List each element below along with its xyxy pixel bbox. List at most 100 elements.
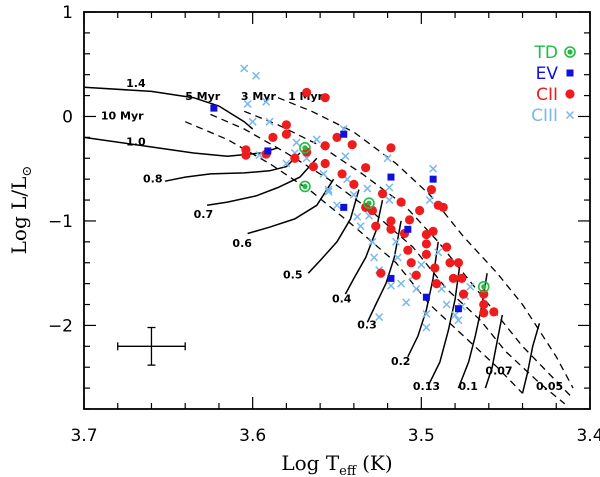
data-point-ciii [370,253,379,262]
mass-track-label: 0.6 [232,237,252,250]
y-tick-label: −2 [48,316,73,336]
data-point-ciii [442,300,451,309]
data-point-cii [428,226,438,236]
data-point-ciii [385,196,394,205]
data-point-ciii [397,279,406,288]
data-point-cii [411,270,421,280]
data-point-ciii [429,164,438,173]
mass-track-label: 0.1 [458,380,478,393]
mass-tracks [83,86,541,394]
legend-label-ev: EV [536,64,559,84]
data-point-ciii [417,260,426,269]
data-point-td [363,197,375,209]
mass-track-curve [83,86,254,130]
data-point-cii [376,268,386,278]
data-point-cii [489,307,499,317]
data-point-ciii [422,309,431,318]
mass-track-label: 1.4 [126,77,146,90]
y-axis-title: Log L/L⊙ [7,166,35,255]
legend-marker-cii [565,89,575,99]
data-point-cii [438,202,448,212]
data-point-ciii [454,316,463,325]
data-point-cii [430,263,440,273]
isochrones [184,97,574,405]
mass-track-curve [484,314,504,389]
data-point-ciii [312,135,321,144]
data-point-ciii [385,183,394,192]
series-ciii [240,64,475,332]
data-point-cii [404,215,415,225]
data-point-td [477,280,490,293]
data-point-ciii [402,298,411,307]
data-point-ev [340,203,348,211]
data-point-cii [457,273,467,284]
data-point-ciii [383,154,392,163]
data-point-cii [479,308,489,318]
data-point-cii [290,153,300,163]
tick-labels: 3.7 3.6 3.5 3.4 1 0 −1 −2 [48,3,600,446]
data-point-ev [387,274,395,282]
mass-track-curve [164,152,301,182]
mass-track-label: 0.8 [143,172,163,185]
data-point-cii [403,245,413,255]
plot-frame [83,11,591,410]
data-point-td [299,142,311,154]
mass-track-curve [307,189,360,274]
data-point-cii [241,150,251,160]
mass-track-curve [427,262,461,387]
data-point-cii [386,143,396,153]
data-point-cii [386,224,396,234]
data-point-cii [320,158,330,169]
mass-track-label: 0.5 [283,268,303,281]
data-point-cii [442,242,452,252]
data-point-ciii [375,313,384,322]
x-tick-label: 3.4 [576,426,600,446]
data-point-cii [377,189,388,199]
data-point-ev [340,130,348,138]
data-point-ciii [451,310,460,320]
mass-track-curve [521,323,541,394]
data-points [210,64,499,332]
data-point-ciii [292,138,301,147]
data-point-cii [320,93,330,103]
mass-track-label: 0.7 [194,208,214,221]
data-point-cii [371,221,381,231]
data-point-ciii [434,248,443,257]
data-point-cii [448,273,458,284]
data-point-ciii [319,169,328,178]
x-tick-label: 3.6 [239,426,266,446]
data-point-ciii [368,237,377,246]
data-point-ciii [412,284,421,293]
data-point-ciii [356,222,365,231]
y-tick-label: 1 [62,3,73,23]
data-point-cii [431,279,442,289]
data-point-cii [445,258,455,268]
data-point-cii [268,132,278,142]
isochrone-curve [210,113,566,405]
data-point-ev [404,225,412,233]
x-axis-title: Log Teff (K) [281,451,392,477]
mass-track-label: 0.4 [332,292,352,305]
data-point-ciii [262,97,271,106]
legend-label-ciii: CIII [531,106,558,126]
isochrone-label: 5 Myr [185,90,221,103]
data-point-cii [453,258,464,268]
data-point-td [299,180,311,193]
series-td [299,142,490,293]
data-point-cii [396,197,406,207]
data-point-ciii [393,253,402,262]
y-tick-label: 0 [62,107,73,127]
data-point-cii [415,205,425,216]
data-point-ciii [282,159,291,168]
data-point-cii [281,120,291,130]
legend-label-cii: CII [536,85,558,105]
data-point-ev [264,147,272,155]
data-point-cii [302,87,312,98]
legend-marker-td [564,46,576,58]
mass-track-curve [247,178,335,235]
legend-marker-ciii [565,110,575,120]
legend-marker-ev [566,69,574,77]
data-point-cii [386,216,396,226]
